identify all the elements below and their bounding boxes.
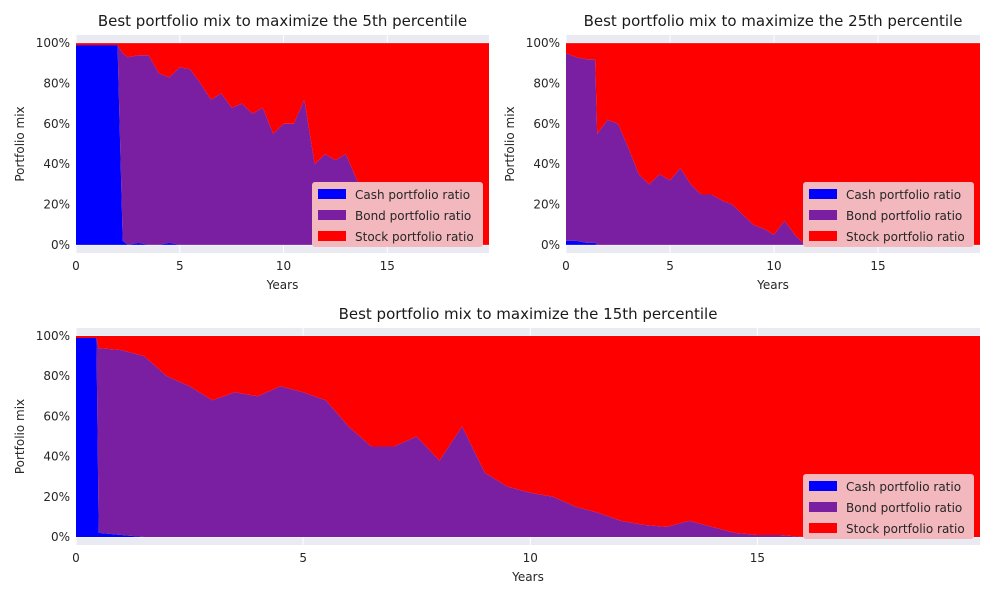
legend: Cash portfolio ratio Bond portfolio ratio… xyxy=(803,182,974,247)
legend-swatch-bond xyxy=(318,210,346,220)
y-axis-label: Portfolio mix xyxy=(503,106,517,181)
legend: Cash portfolio ratio Bond portfolio ratio… xyxy=(803,474,974,539)
y-tick-label: 100% xyxy=(36,36,70,50)
legend-swatch-cash xyxy=(809,189,837,199)
legend-label: Stock portfolio ratio xyxy=(846,522,965,536)
chart-title: Best portfolio mix to maximize the 25th … xyxy=(584,12,963,30)
y-tick-label: 0% xyxy=(51,530,70,544)
legend-label: Bond portfolio ratio xyxy=(846,501,962,515)
legend-label: Cash portfolio ratio xyxy=(355,188,470,202)
area-bond xyxy=(76,338,980,537)
y-tick-label: 20% xyxy=(43,198,70,212)
x-tick-label: 15 xyxy=(750,551,765,565)
legend-swatch-stock xyxy=(318,231,346,241)
chart-2: Best portfolio mix to maximize the 25th … xyxy=(503,12,980,292)
chart-title: Best portfolio mix to maximize the 5th p… xyxy=(98,12,467,30)
y-tick-label: 60% xyxy=(43,117,70,131)
x-tick-label: 5 xyxy=(176,259,184,273)
legend: Cash portfolio ratio Bond portfolio ratio… xyxy=(312,182,483,247)
y-tick-label: 60% xyxy=(533,117,560,131)
legend-box xyxy=(803,182,974,247)
x-tick-label: 15 xyxy=(870,259,885,273)
legend-swatch-stock xyxy=(809,231,837,241)
y-tick-label: 40% xyxy=(533,157,560,171)
legend-label: Stock portfolio ratio xyxy=(846,230,965,244)
legend-box xyxy=(803,474,974,539)
area-bond xyxy=(76,45,489,245)
chart-3: Best portfolio mix to maximize the 15th … xyxy=(13,305,980,584)
legend-box xyxy=(312,182,483,247)
y-tick-label: 80% xyxy=(533,76,560,90)
y-tick-label: 80% xyxy=(43,369,70,383)
x-tick-label: 5 xyxy=(299,551,307,565)
legend-swatch-cash xyxy=(318,189,346,199)
x-tick-label: 5 xyxy=(666,259,674,273)
x-axis-label: Years xyxy=(511,570,544,584)
x-axis-label: Years xyxy=(756,278,789,292)
chart-1: Best portfolio mix to maximize the 5th p… xyxy=(13,12,489,292)
chart-title: Best portfolio mix to maximize the 15th … xyxy=(339,305,718,323)
y-tick-label: 0% xyxy=(51,238,70,252)
x-tick-label: 10 xyxy=(276,259,291,273)
y-tick-label: 40% xyxy=(43,450,70,464)
y-tick-label: 100% xyxy=(36,329,70,343)
y-tick-label: 100% xyxy=(526,36,560,50)
x-tick-label: 15 xyxy=(380,259,395,273)
y-axis-label: Portfolio mix xyxy=(13,106,27,181)
x-tick-label: 0 xyxy=(72,259,80,273)
y-tick-label: 20% xyxy=(533,198,560,212)
x-tick-label: 0 xyxy=(72,551,80,565)
x-axis-label: Years xyxy=(266,278,299,292)
y-tick-label: 80% xyxy=(43,76,70,90)
y-axis-label: Portfolio mix xyxy=(13,399,27,474)
area-bond xyxy=(566,53,980,245)
area-cash xyxy=(76,45,489,245)
legend-label: Cash portfolio ratio xyxy=(846,188,961,202)
y-tick-label: 0% xyxy=(541,238,560,252)
legend-swatch-stock xyxy=(809,523,837,533)
area-stock xyxy=(76,336,980,537)
legend-label: Bond portfolio ratio xyxy=(846,209,962,223)
legend-label: Cash portfolio ratio xyxy=(846,480,961,494)
y-tick-label: 40% xyxy=(43,157,70,171)
legend-label: Stock portfolio ratio xyxy=(355,230,474,244)
x-tick-label: 10 xyxy=(523,551,538,565)
legend-swatch-bond xyxy=(809,210,837,220)
x-tick-label: 10 xyxy=(766,259,781,273)
legend-swatch-bond xyxy=(809,502,837,512)
y-tick-label: 60% xyxy=(43,409,70,423)
y-tick-label: 20% xyxy=(43,490,70,504)
legend-swatch-cash xyxy=(809,481,837,491)
legend-label: Bond portfolio ratio xyxy=(355,209,471,223)
x-tick-label: 0 xyxy=(562,259,570,273)
